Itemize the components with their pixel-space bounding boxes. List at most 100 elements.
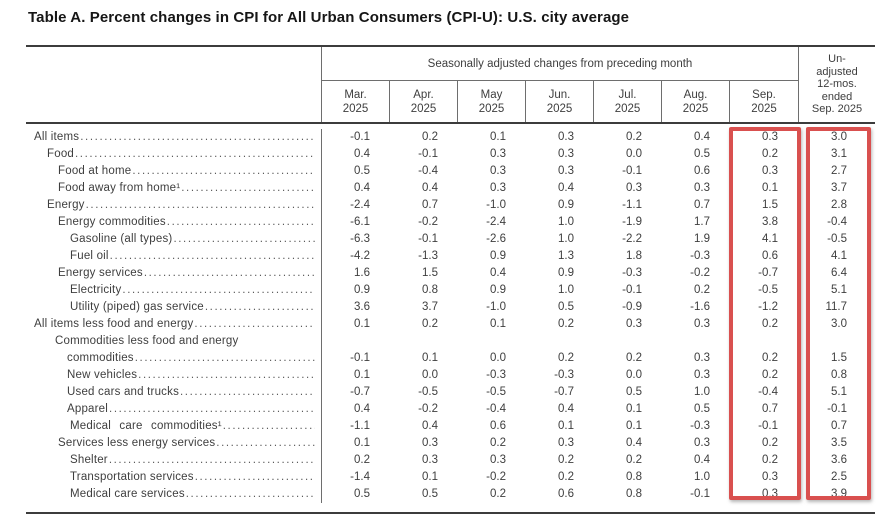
table-row: Apparel 0.4 -0.2 -0.4 0.4 0.1 0.5 0.7 -0.1 [26, 401, 875, 418]
dot-leader [216, 435, 315, 452]
table-row: All items less food and energy 0.1 0.2 0.1 0… [26, 316, 875, 333]
dot-leader [180, 384, 315, 401]
value-cell: 0.2 [694, 284, 710, 296]
value-cell: 0.9 [558, 199, 574, 211]
table-row: Medical care commodities¹ -1.1 0.4 0.6 0.1 0.… [26, 418, 875, 435]
value-cell: 0.1 [422, 352, 438, 364]
value-cell: 0.1 [354, 437, 370, 449]
row-label: Transportation services [70, 471, 194, 483]
month-label: Aug. [683, 88, 708, 101]
dot-leader [135, 350, 315, 367]
value-cell: 4.1 [762, 233, 778, 245]
value-cell: -0.2 [418, 216, 438, 228]
row-label: Food at home [58, 165, 132, 177]
row-label-cell: Energy [26, 197, 322, 214]
value-cell: -0.3 [690, 420, 710, 432]
table-row: Utility (piped) gas service 3.6 3.7 -1.0 0.5… [26, 299, 875, 316]
dot-leader [122, 282, 315, 299]
value-cell: -0.2 [690, 267, 710, 279]
year-label: 2025 [410, 102, 437, 115]
value-cell: 1.9 [694, 233, 710, 245]
value-cell: 0.5 [558, 301, 574, 313]
table-row: Used cars and trucks -0.7 -0.5 -0.5 -0.7 0.5 1… [26, 384, 875, 401]
group-header: Seasonally adjusted changes from precedi… [322, 47, 798, 81]
year-label: 2025 [342, 102, 369, 115]
value-cell: 3.0 [831, 318, 847, 330]
month-label: Sep. [752, 88, 776, 101]
value-cell: 0.9 [490, 284, 506, 296]
value-cell: 0.5 [354, 488, 370, 500]
value-cell: 0.1 [354, 369, 370, 381]
value-cell: -0.4 [418, 165, 438, 177]
value-cell: -4.2 [350, 250, 370, 262]
value-cell: 0.7 [831, 420, 847, 432]
value-cell: -0.3 [486, 369, 506, 381]
year-label: 2025 [614, 102, 641, 115]
value-cell: 1.5 [831, 352, 847, 364]
value-cell: 0.5 [422, 488, 438, 500]
value-cell: 0.3 [558, 131, 574, 143]
value-cell: -1.0 [486, 199, 506, 211]
table-row: Food 0.4 -0.1 0.3 0.3 0.0 0.5 0.2 3.1 [26, 146, 875, 163]
value-cell: 0.2 [762, 352, 778, 364]
value-cell: 0.1 [626, 403, 642, 415]
value-cell: -0.4 [758, 386, 778, 398]
dot-leader [75, 146, 315, 163]
dot-leader [109, 452, 315, 469]
value-cell: 0.2 [762, 454, 778, 466]
value-cell: -6.1 [350, 216, 370, 228]
value-cell: 6.4 [831, 267, 847, 279]
value-cell: 0.3 [422, 437, 438, 449]
value-cell: 0.2 [558, 454, 574, 466]
value-cell: -0.2 [486, 471, 506, 483]
value-cell: -1.0 [486, 301, 506, 313]
row-label-cell: New vehicles [26, 367, 322, 384]
value-cell: 0.2 [762, 318, 778, 330]
month-header-cell: Aug. 2025 [662, 81, 730, 122]
value-cell: 0.2 [354, 454, 370, 466]
dot-leader [144, 265, 315, 282]
row-label: Apparel [67, 403, 109, 415]
stub-header-cell [26, 47, 322, 122]
value-cell: -0.1 [350, 352, 370, 364]
row-label-cell: All items less food and energy [26, 316, 322, 333]
unadjusted-column-header: Un-adjusted 12-mos. ended Sep. 2025 [798, 47, 875, 122]
value-cell: 1.7 [694, 216, 710, 228]
value-cell: 0.6 [762, 250, 778, 262]
dot-leader [223, 418, 315, 435]
value-cell: 0.3 [694, 318, 710, 330]
row-label: Services less energy services [58, 437, 216, 449]
value-cell: -1.9 [622, 216, 642, 228]
value-cell: 0.1 [354, 318, 370, 330]
table-row: New vehicles 0.1 0.0 -0.3 -0.3 0.0 0.3 0.2 0.8 [26, 367, 875, 384]
value-cell: -0.5 [486, 386, 506, 398]
value-cell: -1.2 [758, 301, 778, 313]
value-cell: 2.7 [831, 165, 847, 177]
value-cell: -2.6 [486, 233, 506, 245]
value-cell: -0.1 [350, 131, 370, 143]
month-header-cell: Apr. 2025 [390, 81, 458, 122]
value-cell: 0.3 [558, 148, 574, 160]
value-cell: 0.2 [762, 148, 778, 160]
row-label-cell: Medical care commodities¹ [26, 418, 322, 435]
table-row: Commodities less food and energy commodit… [26, 333, 875, 367]
value-cell: 0.2 [626, 454, 642, 466]
value-cell: 5.1 [831, 284, 847, 296]
value-cell: -0.3 [554, 369, 574, 381]
value-cell: 0.2 [762, 437, 778, 449]
value-cell: 0.8 [626, 488, 642, 500]
value-cell: 0.2 [558, 318, 574, 330]
value-cell: -1.3 [418, 250, 438, 262]
month-header-cell: Jun. 2025 [526, 81, 594, 122]
value-cell: 0.3 [422, 454, 438, 466]
value-cell: 0.5 [694, 148, 710, 160]
year-label: 2025 [751, 102, 777, 115]
value-cell: -2.4 [486, 216, 506, 228]
value-cell: 0.4 [558, 182, 574, 194]
value-cell: 0.5 [694, 403, 710, 415]
value-cell: 5.1 [831, 386, 847, 398]
row-label-cell: Electricity [26, 282, 322, 299]
value-cell: -1.1 [622, 199, 642, 211]
year-label: 2025 [478, 102, 505, 115]
dot-leader [86, 197, 315, 214]
